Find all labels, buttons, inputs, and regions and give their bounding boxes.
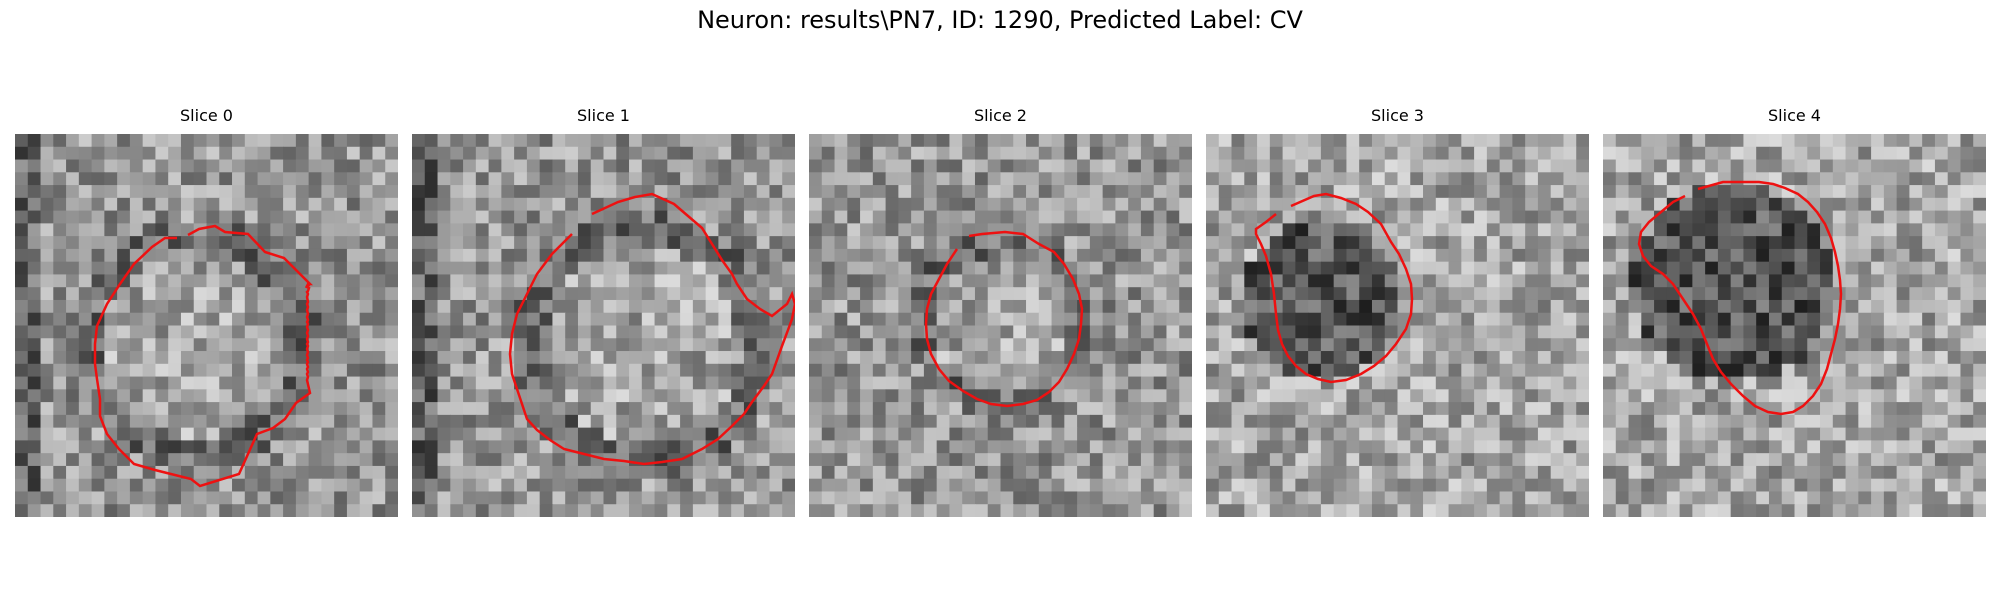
slice-title-0: Slice 0 xyxy=(180,106,233,125)
contour-outline xyxy=(1254,192,1414,384)
contour-outline xyxy=(93,224,314,488)
slice-title-1: Slice 1 xyxy=(577,106,630,125)
slice-image-3 xyxy=(1206,134,1589,517)
contour-outline xyxy=(1637,180,1843,416)
contour-outline xyxy=(924,230,1084,408)
slice-image-1 xyxy=(412,134,795,517)
grayscale-pixel-grid xyxy=(1206,134,1589,517)
slice-title-2: Slice 2 xyxy=(974,106,1027,125)
slice-image-2 xyxy=(809,134,1192,517)
slice-title-4: Slice 4 xyxy=(1768,106,1821,125)
figure-title: Neuron: results\PN7, ID: 1290, Predicted… xyxy=(697,6,1303,34)
slice-panel-3: Slice 3 xyxy=(1206,106,1589,517)
slice-panel-4: Slice 4 xyxy=(1603,106,1986,517)
grayscale-pixel-grid xyxy=(412,134,795,517)
slice-panel-1: Slice 1 xyxy=(412,106,795,517)
slice-image-4 xyxy=(1603,134,1986,517)
grayscale-pixel-grid xyxy=(15,134,398,517)
grayscale-pixel-grid xyxy=(809,134,1192,517)
slice-panel-2: Slice 2 xyxy=(809,106,1192,517)
slice-image-0 xyxy=(15,134,398,517)
slice-title-3: Slice 3 xyxy=(1371,106,1424,125)
slice-panel-0: Slice 0 xyxy=(15,106,398,517)
contour-outline xyxy=(508,192,795,466)
grayscale-pixel-grid xyxy=(1603,134,1986,517)
